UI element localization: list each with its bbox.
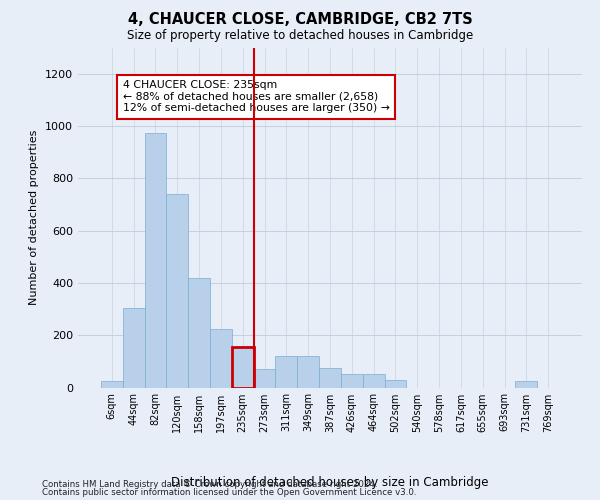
Bar [275, 356, 297, 388]
X-axis label: Distribution of detached houses by size in Cambridge: Distribution of detached houses by size … [171, 476, 489, 489]
Text: 4 CHAUCER CLOSE: 235sqm
← 88% of detached houses are smaller (2,658)
12% of semi: 4 CHAUCER CLOSE: 235sqm ← 88% of detache… [123, 80, 389, 114]
Bar [188, 278, 210, 388]
Bar [319, 368, 341, 388]
Text: Contains public sector information licensed under the Open Government Licence v3: Contains public sector information licen… [42, 488, 416, 497]
Bar [123, 308, 145, 388]
Text: 4, CHAUCER CLOSE, CAMBRIDGE, CB2 7TS: 4, CHAUCER CLOSE, CAMBRIDGE, CB2 7TS [128, 12, 472, 28]
Bar [341, 374, 363, 388]
Bar [254, 369, 275, 388]
Text: Size of property relative to detached houses in Cambridge: Size of property relative to detached ho… [127, 29, 473, 42]
Bar [166, 194, 188, 388]
Bar [363, 374, 385, 388]
Bar [385, 380, 406, 388]
Bar [145, 132, 166, 388]
Bar [515, 381, 537, 388]
Y-axis label: Number of detached properties: Number of detached properties [29, 130, 40, 305]
Text: Contains HM Land Registry data © Crown copyright and database right 2024.: Contains HM Land Registry data © Crown c… [42, 480, 377, 489]
Bar [210, 328, 232, 388]
Bar [101, 381, 123, 388]
Bar [232, 347, 254, 388]
Bar [297, 356, 319, 388]
